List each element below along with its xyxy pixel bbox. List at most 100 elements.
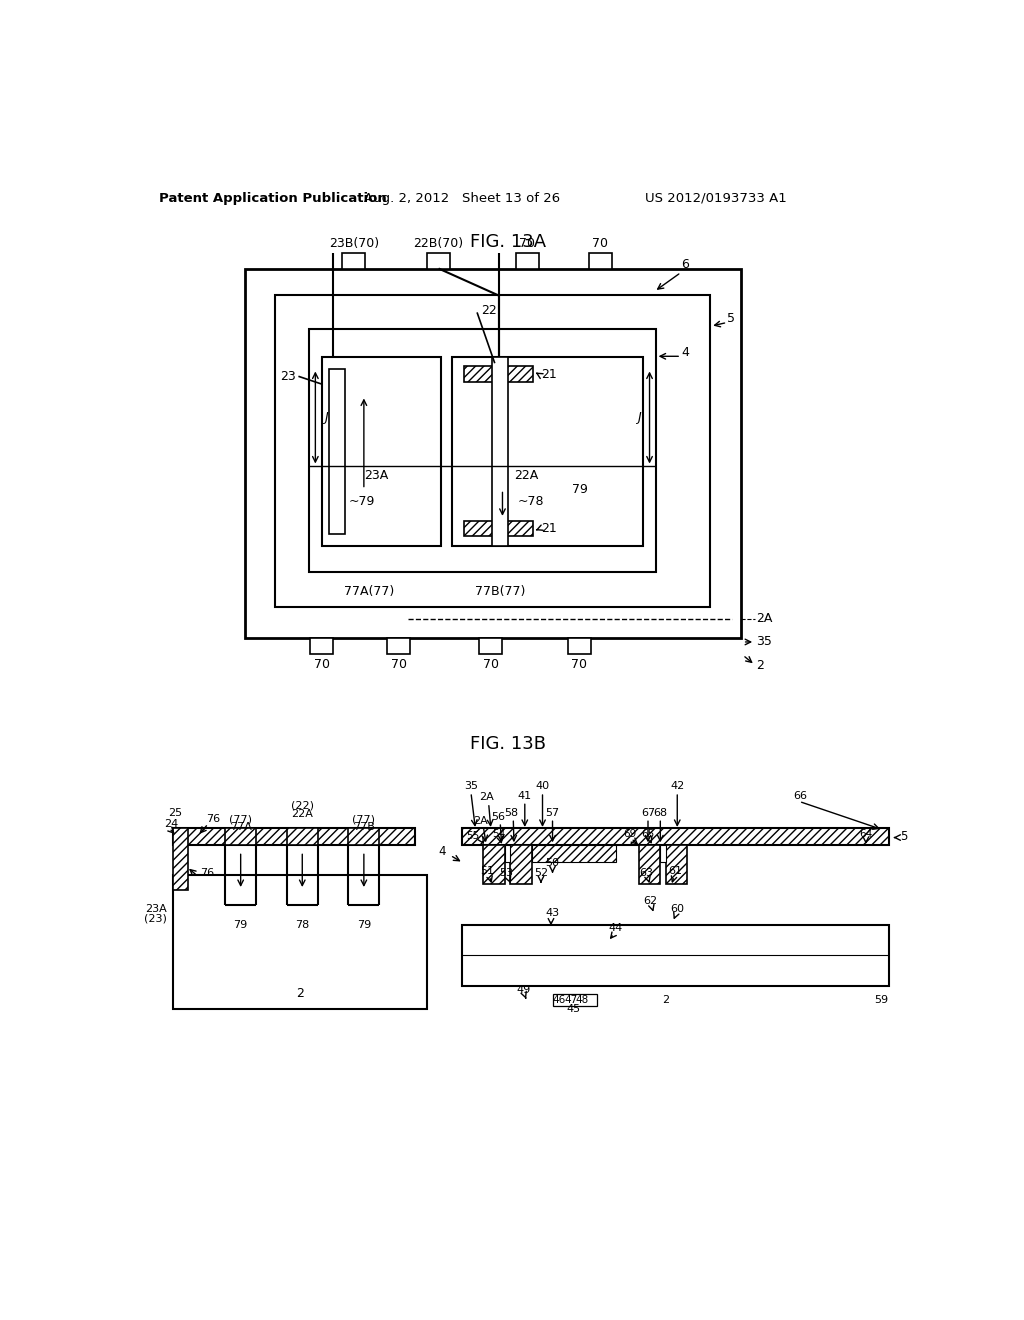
Text: 47: 47: [564, 995, 578, 1005]
Bar: [483, 845, 505, 884]
Bar: [453, 358, 643, 545]
Bar: [505, 845, 510, 862]
Bar: [173, 874, 427, 1010]
Text: 51: 51: [480, 866, 494, 875]
Text: 77A: 77A: [229, 822, 252, 832]
Text: 2: 2: [757, 659, 765, 672]
Text: ~78: ~78: [518, 495, 545, 508]
Bar: [173, 829, 416, 845]
Bar: [510, 845, 531, 884]
Text: 70: 70: [313, 657, 330, 671]
Text: 67: 67: [641, 808, 655, 818]
Text: (77): (77): [229, 814, 252, 824]
Text: 4: 4: [681, 346, 689, 359]
Bar: [493, 358, 508, 545]
Text: 22: 22: [481, 305, 497, 317]
Bar: [287, 829, 317, 845]
Bar: [322, 358, 441, 545]
Text: 4: 4: [438, 845, 446, 858]
Text: 70: 70: [390, 657, 407, 671]
Text: 22B(70): 22B(70): [414, 238, 464, 251]
Text: US 2012/0193733 A1: US 2012/0193733 A1: [645, 191, 786, 205]
Text: 77B(77): 77B(77): [475, 585, 525, 598]
Text: (23): (23): [144, 913, 167, 924]
Text: 5: 5: [727, 312, 735, 325]
Text: 70: 70: [519, 238, 536, 251]
Bar: [173, 829, 188, 890]
Text: 61: 61: [669, 866, 683, 875]
Bar: [464, 521, 534, 536]
Bar: [589, 253, 611, 268]
Text: J: J: [325, 411, 328, 424]
Text: 70: 70: [592, 238, 608, 251]
Text: 24: 24: [164, 820, 178, 829]
Text: 63: 63: [639, 869, 653, 878]
Text: 45: 45: [566, 1005, 581, 1014]
Bar: [245, 268, 741, 638]
Text: 35: 35: [464, 781, 478, 791]
Text: FIG. 13A: FIG. 13A: [470, 232, 546, 251]
Text: 59: 59: [874, 995, 889, 1005]
Text: Patent Application Publication: Patent Application Publication: [159, 191, 387, 205]
Text: 46: 46: [553, 995, 566, 1005]
Bar: [666, 845, 687, 884]
Text: 40: 40: [536, 781, 550, 791]
Text: 64: 64: [859, 829, 872, 840]
Bar: [479, 638, 503, 653]
Bar: [639, 845, 660, 884]
Bar: [462, 829, 889, 845]
Bar: [225, 829, 256, 845]
Text: 44: 44: [608, 924, 623, 933]
Text: 57: 57: [546, 808, 559, 818]
Text: 2A: 2A: [757, 612, 773, 626]
Bar: [462, 924, 889, 986]
Text: 55: 55: [466, 832, 479, 841]
Bar: [310, 638, 333, 653]
Text: 76: 76: [206, 814, 220, 824]
Text: 5: 5: [900, 829, 908, 842]
Text: 79: 79: [356, 920, 371, 929]
Bar: [387, 638, 410, 653]
Bar: [660, 845, 666, 862]
Text: 23B(70): 23B(70): [329, 238, 379, 251]
Bar: [330, 368, 345, 535]
Text: 41: 41: [518, 791, 531, 801]
Text: 62: 62: [643, 896, 657, 907]
Text: 2A: 2A: [473, 816, 488, 825]
Text: FIG. 13B: FIG. 13B: [470, 735, 546, 752]
Text: 25: 25: [168, 808, 182, 818]
Text: 54: 54: [492, 829, 505, 840]
Text: 77B: 77B: [353, 822, 375, 832]
Text: 42: 42: [670, 781, 684, 791]
Text: 79: 79: [233, 920, 248, 929]
Text: ~79: ~79: [348, 495, 375, 508]
Text: 70: 70: [571, 657, 588, 671]
Text: 22A: 22A: [292, 809, 313, 820]
Text: 43: 43: [546, 908, 559, 917]
Text: 23: 23: [281, 370, 296, 383]
Text: J: J: [637, 411, 641, 424]
Text: 23A: 23A: [145, 904, 167, 915]
Text: 69: 69: [623, 829, 636, 840]
Text: 53: 53: [500, 869, 513, 878]
Text: 6: 6: [681, 259, 689, 271]
Text: 22A: 22A: [514, 469, 539, 482]
Bar: [427, 253, 451, 268]
Bar: [342, 253, 366, 268]
Bar: [515, 253, 539, 268]
Bar: [309, 330, 655, 572]
Text: Aug. 2, 2012   Sheet 13 of 26: Aug. 2, 2012 Sheet 13 of 26: [364, 191, 560, 205]
Text: (77): (77): [352, 814, 376, 824]
Bar: [464, 367, 534, 381]
Text: 60: 60: [671, 904, 684, 915]
Bar: [568, 638, 591, 653]
Text: 2: 2: [296, 987, 304, 1001]
Text: 78: 78: [295, 920, 309, 929]
Text: 70: 70: [483, 657, 499, 671]
Text: 52: 52: [534, 869, 548, 878]
Bar: [275, 296, 711, 607]
Text: 79: 79: [571, 483, 588, 496]
Bar: [531, 845, 616, 862]
Text: 23A: 23A: [364, 469, 388, 482]
Text: 56: 56: [492, 812, 506, 822]
